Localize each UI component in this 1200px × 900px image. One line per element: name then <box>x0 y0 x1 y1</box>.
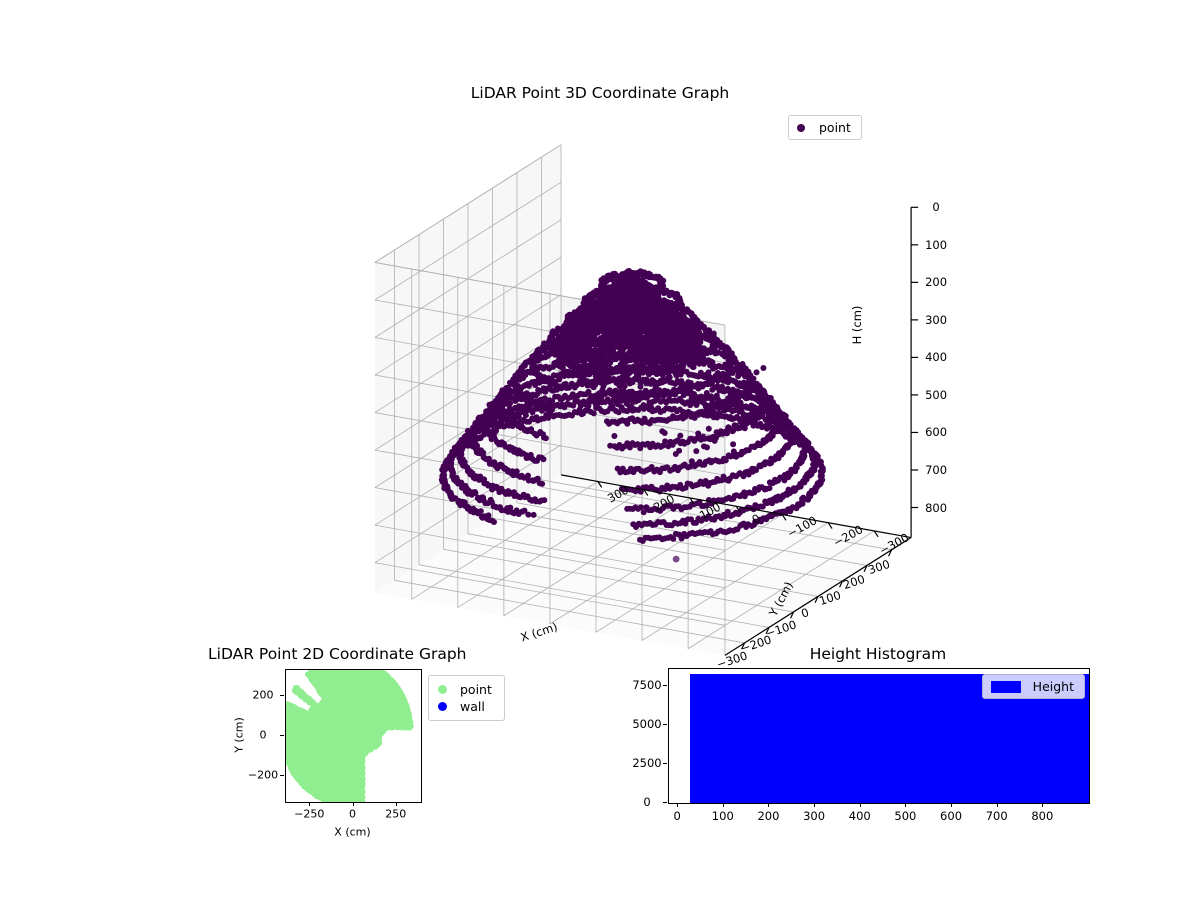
axis-tick-mark <box>280 695 284 696</box>
legend-entry-wall[interactable]: wall <box>438 698 492 715</box>
axis-tick-label: 0 <box>259 728 267 742</box>
axis-tick-label: −250 <box>294 807 325 821</box>
axis-tick-mark <box>309 802 311 806</box>
axis-tick-label: 700 <box>985 809 1008 823</box>
axis-tick-mark <box>951 803 953 807</box>
axis-title-x: X (cm) <box>334 825 371 839</box>
axis-tick-label: 800 <box>925 500 948 515</box>
axis-tick-mark <box>677 803 679 807</box>
axis-tick-label: 5000 <box>632 717 662 732</box>
axis-tick-mark <box>663 763 667 765</box>
axis-tick-label: 400 <box>925 350 948 365</box>
axis-tick-mark <box>722 803 724 807</box>
axis-tick-mark <box>280 775 284 776</box>
legend-wall-label: wall <box>460 699 485 714</box>
axis-tick-mark <box>814 803 816 807</box>
axis-tick-label: 7500 <box>632 678 662 693</box>
axis-tick-mark <box>1042 803 1044 807</box>
axis-tick-label: 100 <box>711 809 734 823</box>
chart-3d-legend[interactable]: point <box>788 115 862 140</box>
chart-2d-title: LiDAR Point 2D Coordinate Graph <box>208 645 467 663</box>
axis-tick-label: 200 <box>252 688 274 702</box>
legend-wall-marker-icon <box>438 702 447 711</box>
axis-tick-label: 200 <box>925 275 948 290</box>
histogram-axes[interactable]: Height <box>668 668 1090 804</box>
axis-tick-mark <box>663 685 667 687</box>
legend-point-marker-icon <box>797 123 805 132</box>
chart-3d-title: LiDAR Point 3D Coordinate Graph <box>470 84 730 102</box>
axis-tick-label: 2500 <box>632 756 662 771</box>
axis-tick-mark <box>905 803 907 807</box>
chart-2d-legend[interactable]: point wall <box>428 675 505 721</box>
axis-tick-label: 500 <box>925 387 948 402</box>
axis-tick-label: 500 <box>894 809 917 823</box>
axis-tick-mark <box>859 803 861 807</box>
histogram-legend[interactable]: Height <box>981 674 1085 699</box>
axis-tick-label: 250 <box>385 807 407 821</box>
legend-entry-point[interactable]: point <box>438 681 492 698</box>
chart-3d-axes[interactable]: −300 −200 −100 0 100 200 300 −300 −200 −100 0 100 20… <box>374 100 947 671</box>
axis-tick-label: 300 <box>925 312 948 327</box>
axis-tick-label: 200 <box>757 809 780 823</box>
axis-tick-mark <box>280 735 284 736</box>
axis-tick-mark <box>395 802 397 806</box>
axis-tick-label: 600 <box>925 425 948 440</box>
axis-tick-label: 100 <box>925 237 948 252</box>
axis-tick-label: 400 <box>848 809 871 823</box>
axis-tick-label: 0 <box>932 200 940 215</box>
axis-tick-label: 0 <box>349 807 356 821</box>
axis-tick-mark <box>996 803 998 807</box>
legend-height-label: Height <box>1032 679 1074 694</box>
axis-tick-label: 700 <box>925 462 948 477</box>
legend-height-swatch-icon <box>990 680 1021 693</box>
histogram-title: Height Histogram <box>809 645 947 663</box>
axis-title-y: Y (cm) <box>232 717 246 753</box>
legend-point-label: point <box>460 682 492 697</box>
axis-tick-label: −200 <box>247 768 279 782</box>
axis-tick-label: 0 <box>643 795 651 809</box>
axis-tick-mark <box>663 802 667 803</box>
axis-tick-label: 600 <box>940 809 963 823</box>
legend-point-marker-icon <box>438 685 447 694</box>
legend-point-label: point <box>819 120 851 135</box>
axis-tick-label: 300 <box>803 809 826 823</box>
axis-tick-mark <box>768 803 770 807</box>
axis-tick-label: 800 <box>1031 809 1054 823</box>
axis-tick-label: 0 <box>673 809 681 823</box>
axis-tick-mark <box>352 802 354 806</box>
axis-title: H (cm) <box>850 305 864 345</box>
chart-2d-axes[interactable] <box>285 669 422 803</box>
axis-tick-mark <box>663 724 667 726</box>
